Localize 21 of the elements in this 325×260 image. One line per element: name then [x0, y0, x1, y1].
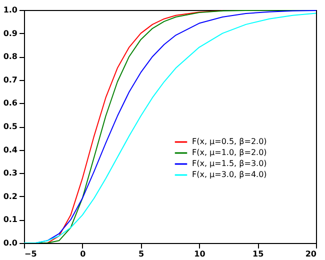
y-tick-label: 0.7	[3, 75, 18, 84]
y-tick-label: 1.0	[3, 6, 18, 14]
x-tick-label: 5	[138, 250, 145, 258]
x-tick-label: 10	[194, 250, 206, 258]
y-tick-label: 0.5	[3, 122, 18, 131]
x-tick-label: 0	[80, 250, 86, 258]
legend-label: F(x, μ=3.0, β=4.0)	[192, 170, 267, 179]
y-tick-label: 0.0	[3, 238, 18, 248]
y-tick-label: 0.2	[3, 192, 18, 201]
legend-label: F(x, μ=1.5, β=3.0)	[192, 159, 267, 168]
legend-label: F(x, μ=0.5, β=2.0)	[192, 137, 267, 146]
y-tick-label: 0.9	[3, 28, 18, 38]
x-tick-label: −5	[24, 250, 38, 258]
y-tick-label: 0.3	[3, 168, 18, 178]
y-tick-label: 0.1	[3, 215, 18, 224]
x-tick-label: 20	[305, 250, 317, 258]
y-tick-label: 0.8	[3, 52, 18, 62]
x-tick-label: 15	[252, 250, 264, 258]
legend-label: F(x, μ=1.0, β=2.0)	[192, 148, 267, 157]
y-tick-label: 0.6	[3, 98, 18, 108]
y-tick-label: 0.4	[3, 145, 18, 154]
